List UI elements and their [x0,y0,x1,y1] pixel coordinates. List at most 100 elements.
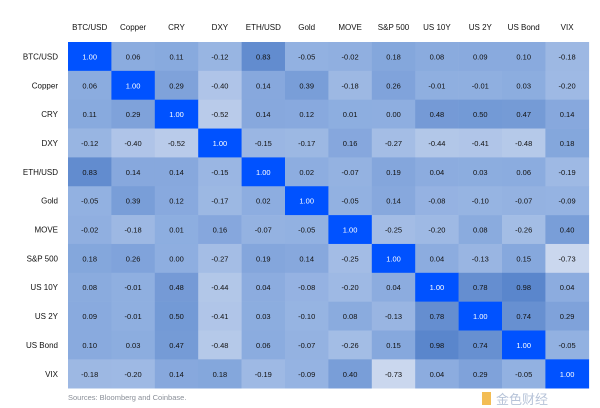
heatmap-cell [241,42,286,72]
heatmap-cell [502,301,546,331]
heatmap-cell [415,128,459,158]
cell-value: 1.00 [256,168,271,177]
heatmap-cell [458,243,503,274]
cell-value: 0.14 [386,197,401,206]
cell-value: 0.14 [169,370,184,379]
cell-value: 0.06 [516,168,531,177]
column-label: US Bond [508,23,540,32]
cell-value: 0.18 [386,52,401,61]
cell-value: -0.20 [125,370,142,379]
row-label: CRY [41,110,58,119]
heatmap-cell [285,330,329,360]
cell-value: 1.00 [343,226,358,235]
cell-value: 0.11 [169,52,183,61]
cell-value: -0.10 [298,312,315,321]
cell-value: -0.07 [342,168,359,177]
heatmap-cell [545,359,590,389]
heatmap-cell [328,243,373,274]
cell-value: 0.04 [256,283,271,292]
cell-value: -0.13 [472,254,489,263]
heatmap-cell [458,186,503,216]
cell-value: 0.39 [126,197,141,206]
cell-value: -0.18 [559,52,576,61]
cell-value: -0.25 [342,254,359,263]
cell-value: -0.01 [125,283,142,292]
heatmap-cell [415,157,459,187]
cell-value: 0.16 [213,226,228,235]
heatmap-cell [458,157,503,187]
heatmap-cell [68,330,112,360]
heatmap-cell [545,157,590,187]
heatmap-cell [371,301,416,331]
row-label: S&P 500 [27,254,59,263]
heatmap-cell [111,330,156,360]
heatmap-cell [328,301,373,331]
column-label: US 2Y [469,23,493,32]
cell-value: 0.08 [343,312,358,321]
heatmap-cell [502,42,546,72]
cell-value: -0.08 [298,283,315,292]
cell-value: -0.13 [385,312,402,321]
heatmap-cell [241,186,286,216]
heatmap-cell [111,301,156,331]
heatmap-cell [502,359,546,389]
heatmap-cell [458,99,503,129]
heatmap-cell [241,215,286,245]
heatmap-cell [198,359,242,389]
column-label: MOVE [338,23,362,32]
cell-value: -0.73 [559,254,576,263]
heatmap-cell [111,128,156,158]
cell-value: -0.15 [211,168,228,177]
heatmap-cell [371,70,416,100]
heatmap-cell [458,359,503,389]
column-label: Gold [298,23,315,32]
heatmap-cell [285,272,329,302]
cell-value: -0.20 [559,81,576,90]
row-label: DXY [42,139,59,148]
heatmap-cell [154,186,199,216]
heatmap-cell [111,186,156,216]
row-label: ETH/USD [23,168,58,177]
heatmap-cell [328,215,373,245]
heatmap-cell [198,215,242,245]
heatmap-cell [111,359,156,389]
cell-value: 0.47 [516,110,531,119]
heatmap-cell [68,272,112,302]
heatmap-cell [241,70,286,100]
heatmap-cell [154,70,199,100]
heatmap-cell [285,99,329,129]
heatmap-cell [154,301,199,331]
heatmap-cell [371,272,416,302]
cell-value: -0.01 [428,81,445,90]
cell-value: -0.25 [385,226,402,235]
heatmap-cell [198,301,242,331]
heatmap-cell [371,215,416,245]
heatmap-cell [198,157,242,187]
cell-value: -0.17 [211,197,228,206]
heatmap-cell [241,99,286,129]
heatmap-cell [545,128,590,158]
heatmap-cell [111,215,156,245]
cell-value: 0.83 [256,52,271,61]
cell-value: 0.48 [430,110,445,119]
cell-value: -0.05 [298,52,315,61]
cell-value: 0.19 [256,254,271,263]
cell-value: 0.74 [516,312,531,321]
cell-value: -0.44 [428,139,445,148]
heatmap-cell [285,215,329,245]
heatmap-cell [415,99,459,129]
cell-value: 1.00 [126,81,141,90]
cell-value: 0.39 [299,81,314,90]
cell-value: 0.03 [256,312,271,321]
heatmap-cell [371,243,416,274]
row-label: Gold [41,197,58,206]
cell-value: 0.29 [473,370,488,379]
cell-value: 0.03 [473,168,488,177]
cell-value: 1.00 [213,139,228,148]
heatmap-cell [502,99,546,129]
cell-value: 0.03 [516,81,531,90]
heatmap-cell [502,272,546,302]
heatmap-cell [328,70,373,100]
cell-value: -0.10 [472,197,489,206]
heatmap-cell [285,243,329,274]
